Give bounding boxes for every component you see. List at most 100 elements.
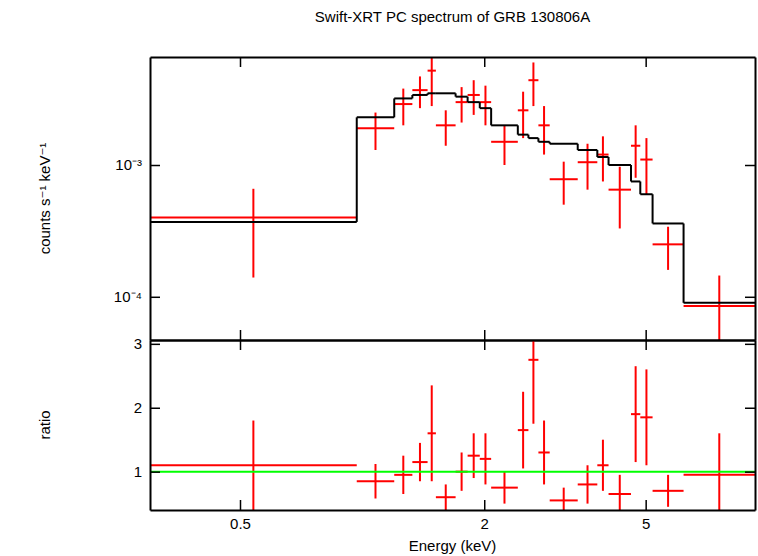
tick: 2 [134, 399, 160, 416]
title: Swift-XRT PC spectrum of GRB 130806A [315, 8, 590, 25]
step-riser [652, 194, 654, 223]
tick [745, 297, 755, 298]
step-riser [639, 181, 641, 194]
axis-line [151, 57, 756, 59]
step-segment [518, 134, 529, 136]
step-segment [528, 137, 538, 139]
step-segment [456, 96, 468, 98]
y-error-bar [602, 136, 604, 181]
tick [745, 344, 755, 345]
axis: 10⁻³ 10⁻⁴ [114, 58, 160, 341]
tick-label: 3 [134, 335, 142, 352]
step-segment [597, 156, 608, 158]
y-error-bar [563, 162, 565, 205]
tick-mark [745, 344, 755, 346]
step-segment [150, 221, 357, 223]
step-segment [491, 124, 518, 126]
tick [240, 340, 241, 350]
axis [151, 340, 756, 350]
chart: 10⁻³ 10⁻⁴ Swift-XRT PC spectrum of GRB 130… [0, 0, 758, 556]
step-riser [455, 93, 457, 96]
y-error-bar [522, 392, 524, 469]
tick-label: 2 [481, 515, 489, 532]
y-error-bar [484, 86, 486, 126]
step-segment [436, 92, 456, 94]
tick [646, 330, 647, 340]
y-error-bar [563, 488, 565, 510]
y-error-bar [667, 475, 669, 507]
y-error-bar [667, 227, 669, 270]
step-segment [609, 164, 631, 166]
y-error-bar [635, 125, 637, 177]
y-error-bar [419, 443, 421, 481]
y-error-bar [543, 421, 545, 485]
y-error-bar [718, 276, 720, 340]
tick-mark [150, 471, 160, 473]
tick-mark [150, 344, 160, 346]
tick-mark [745, 165, 755, 167]
y-error-bar [252, 421, 254, 510]
tick [240, 330, 241, 340]
tick [745, 165, 755, 166]
step-segment [653, 222, 684, 224]
y-error-bar [619, 167, 621, 229]
tick-label: 10⁻⁴ [114, 288, 142, 305]
tick [745, 472, 755, 473]
tick-mark [484, 340, 486, 350]
y-error-bar [532, 340, 534, 424]
tick-mark [150, 407, 160, 409]
y-error-bar [503, 125, 505, 165]
plot-area [150, 57, 755, 340]
step-riser [490, 108, 492, 125]
step-segment [550, 143, 578, 145]
tick: 10⁻⁴ [114, 288, 160, 305]
step-riser [517, 125, 519, 134]
y-error-bar [503, 472, 505, 504]
axis [745, 341, 756, 511]
axis [151, 330, 756, 341]
plot-area [150, 340, 755, 510]
tick-mark [745, 297, 755, 299]
tick [646, 340, 647, 350]
axis: 0.5 2 5 [151, 500, 756, 532]
tick-mark [645, 57, 647, 67]
axis-line [755, 341, 757, 511]
tick-label: 0.5 [230, 515, 251, 532]
x-axis-title: Energy (keV) [409, 537, 497, 554]
y-error-bar [402, 456, 404, 494]
step-riser [683, 223, 685, 302]
tick-mark [240, 500, 242, 510]
step-segment [480, 107, 491, 109]
tick: 5 [642, 500, 650, 532]
y-error-bar [619, 475, 621, 510]
axis [151, 57, 756, 67]
axis-line [151, 340, 756, 342]
step-riser [393, 98, 395, 117]
step-segment [640, 193, 652, 195]
y-error-bar [252, 189, 254, 278]
step-segment [412, 94, 427, 96]
step-riser [411, 95, 413, 98]
y-error-bar [635, 366, 637, 462]
y-error-bar [374, 464, 376, 499]
y-error-bar [419, 76, 421, 108]
tick: 3 [134, 335, 160, 352]
tick-mark [645, 340, 647, 350]
y-error-bar [445, 484, 447, 510]
y-error-bar [461, 87, 463, 122]
tick: 10⁻³ [115, 156, 160, 173]
y-error-bar [431, 57, 433, 106]
tick-mark [484, 57, 486, 67]
y-error-bar [602, 440, 604, 491]
axis: 1 2 3 [134, 335, 160, 510]
tick-label: 1 [134, 463, 142, 480]
tick [240, 57, 241, 67]
y-axis-title: counts s⁻¹ keV⁻¹ [36, 143, 53, 255]
tick-mark [745, 407, 755, 409]
series-scatter [150, 57, 755, 340]
tick [484, 340, 485, 350]
tick-label: 2 [134, 399, 142, 416]
step-riser [527, 135, 529, 138]
y-error-bar [543, 106, 545, 154]
tick-label: 5 [642, 515, 650, 532]
